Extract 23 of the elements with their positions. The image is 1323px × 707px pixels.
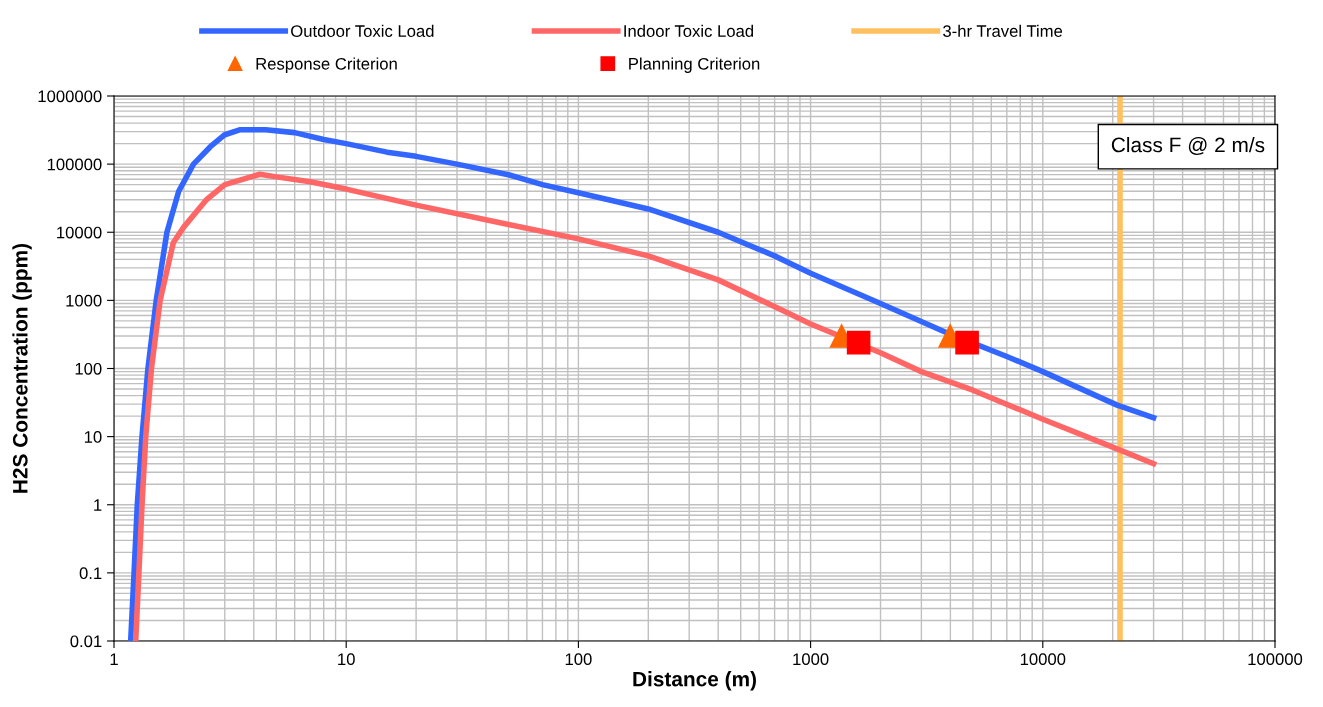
y-tick-label: 100: [75, 362, 102, 375]
legend-label: 3-hr Travel Time: [943, 24, 1063, 37]
y-tick-label: 10: [84, 431, 102, 443]
y-tick-label: 10000: [57, 226, 102, 239]
legend-label: Response Criterion: [256, 57, 397, 73]
y-tick-label: 0.01: [70, 635, 102, 648]
y-tick-label: 0.1: [79, 567, 102, 580]
legend-label: Outdoor Toxic Load: [291, 24, 434, 37]
annotation: Class F @ 2 m/s: [1111, 136, 1265, 155]
x-tick-label: 100000: [1248, 653, 1303, 666]
x-tick-label: 1000: [793, 653, 829, 666]
x-tick-label: 1: [110, 653, 118, 665]
y-axis-title: H2S Concentration (ppm): [12, 243, 32, 493]
x-tick-label: 100: [565, 653, 592, 666]
x-axis-title: Distance (m): [633, 671, 756, 691]
y-tick-label: 1: [94, 499, 102, 511]
legend-label: Indoor Toxic Load: [624, 24, 754, 37]
legend-label: Planning Criterion: [629, 57, 760, 73]
x-tick-label: 10: [338, 653, 355, 666]
x-tick-label: 10000: [1020, 653, 1066, 666]
y-tick-label: 100000: [47, 158, 102, 171]
y-tick-label: 1000: [66, 294, 102, 307]
y-tick-label: 1000000: [38, 90, 102, 103]
